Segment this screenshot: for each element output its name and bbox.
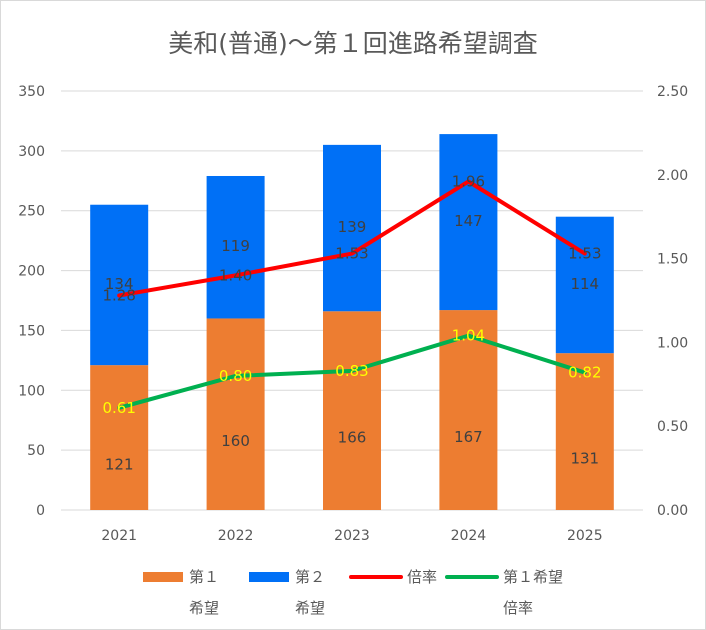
line-value-label: 1.96: [452, 173, 485, 191]
y-left-tick-label: 100: [18, 383, 45, 399]
legend-label: 倍率: [407, 568, 437, 586]
y-right-tick-label: 1.50: [657, 252, 688, 268]
bar-segment: [90, 365, 149, 510]
line-value-label: 1.53: [568, 245, 601, 263]
series-line: [117, 333, 587, 410]
legend-label: 希望: [189, 599, 219, 617]
legend-swatch: [249, 572, 289, 582]
lines: [117, 179, 587, 410]
y-left-tick-label: 250: [18, 204, 45, 220]
y-left-tick-label: 200: [18, 264, 45, 280]
bar-value-label: 131: [570, 450, 599, 468]
bar-segment: [206, 175, 265, 319]
y-right-tick-label: 1.00: [657, 335, 688, 351]
line-value-label: 0.80: [219, 367, 252, 385]
axis-ticks: 0 50 100 150 200 250 300 350 0.00 0.50 1.00 1.50 2.0…: [18, 84, 688, 544]
line-value-label: 0.61: [102, 399, 135, 417]
bar-segment: [323, 144, 381, 312]
data-labels: 121 134 160 119 166 139 167 147 131 114 1.28 1.40 1.…: [102, 173, 601, 474]
legend-label: 希望: [295, 599, 325, 617]
y-right-tick-label: 0.00: [657, 503, 688, 519]
y-left-tick-label: 300: [18, 144, 45, 160]
bar-value-label: 134: [105, 275, 134, 293]
y-left-tick-label: 150: [18, 323, 45, 339]
line-value-label: 1.04: [452, 327, 485, 345]
y-right-tick-label: 0.50: [657, 419, 688, 435]
line-value-label: 1.28: [102, 286, 135, 304]
bar-segment: [439, 134, 498, 311]
bar-value-label: 167: [454, 428, 483, 446]
legend-label: 第１: [189, 568, 219, 586]
bar-segment: [206, 318, 265, 510]
x-tick-label: 2023: [334, 528, 370, 544]
legend-swatch: [143, 572, 183, 582]
bar-segment: [555, 353, 614, 510]
series-line: [117, 179, 587, 298]
x-tick-label: 2021: [101, 528, 137, 544]
y-right-tick-label: 2.50: [657, 84, 688, 100]
bar-value-label: 119: [221, 237, 250, 255]
line-value-label: 1.53: [335, 245, 368, 263]
line-value-label: 0.83: [335, 362, 368, 380]
bar-value-label: 166: [338, 429, 367, 447]
x-tick-label: 2022: [218, 528, 254, 544]
bar-segment: [323, 311, 381, 510]
bar-value-label: 139: [338, 218, 367, 236]
bar-value-label: 114: [570, 275, 599, 293]
y-right-tick-label: 2.00: [657, 168, 688, 184]
legend-label: 第２: [295, 568, 325, 586]
y-left-tick-label: 0: [36, 503, 45, 519]
line-value-label: 1.40: [219, 266, 252, 284]
bar-value-label: 160: [221, 432, 250, 450]
x-tick-label: 2025: [567, 528, 603, 544]
x-tick-label: 2024: [451, 528, 487, 544]
y-left-tick-label: 50: [27, 443, 45, 459]
bars: [90, 134, 614, 510]
y-left-tick-label: 350: [18, 84, 45, 100]
bar-value-label: 147: [454, 212, 483, 230]
legend-label: 倍率: [503, 599, 533, 617]
legend-label: 第１希望: [503, 568, 563, 586]
chart-title: 美和(普通)～第１回進路希望調査: [168, 29, 538, 58]
bar-value-label: 121: [105, 456, 134, 474]
bar-segment: [90, 204, 149, 366]
line-value-label: 0.82: [568, 364, 601, 382]
